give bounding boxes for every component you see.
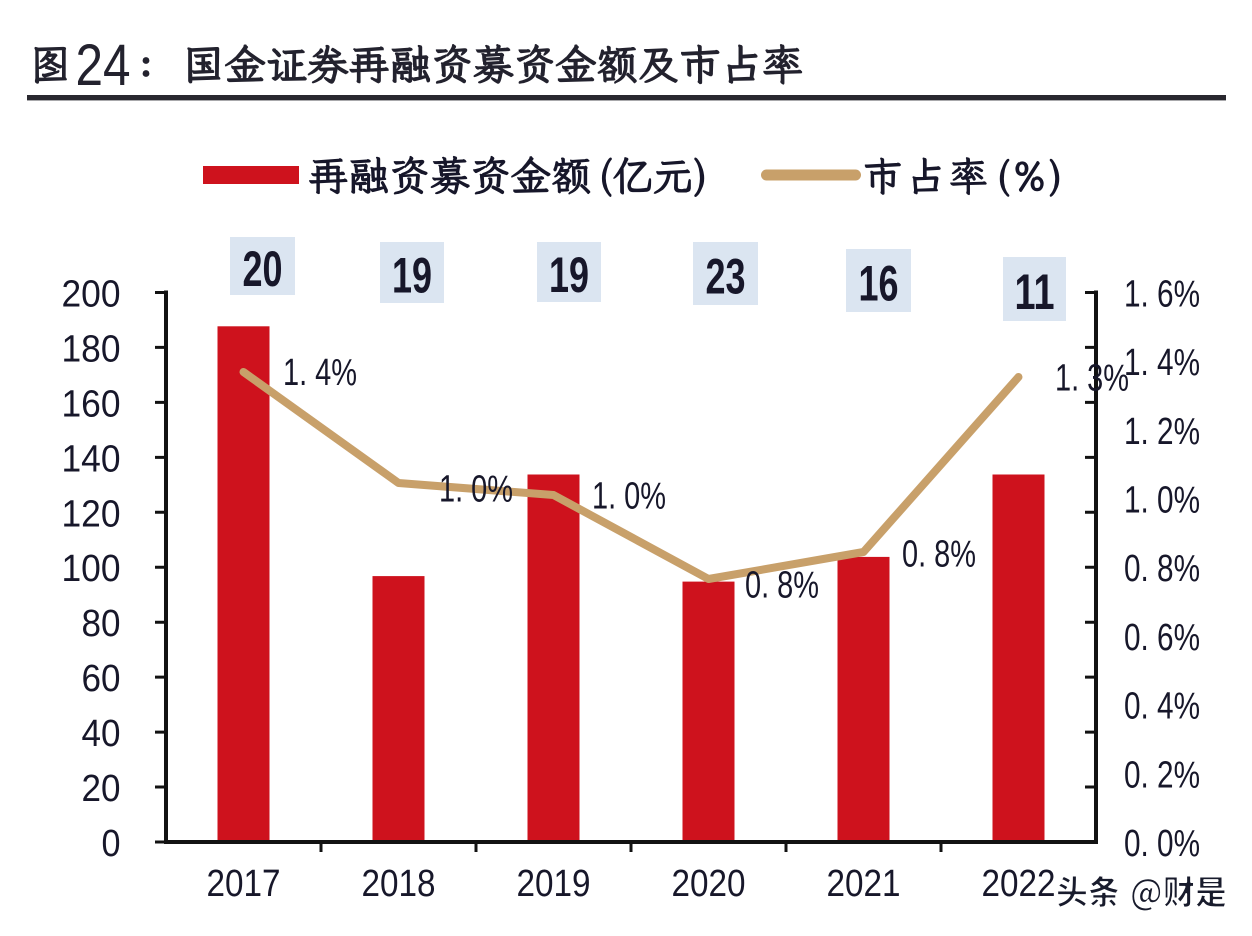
svg-text:0. 0%: 0. 0% bbox=[1124, 823, 1200, 865]
svg-text:0. 8%: 0. 8% bbox=[902, 534, 976, 576]
svg-text:20: 20 bbox=[243, 241, 283, 297]
svg-text:120: 120 bbox=[62, 493, 121, 535]
svg-text:2020: 2020 bbox=[672, 863, 746, 905]
svg-text:140: 140 bbox=[62, 438, 121, 480]
svg-text:160: 160 bbox=[62, 383, 121, 425]
svg-text:0. 8%: 0. 8% bbox=[1124, 548, 1200, 590]
svg-text:2021: 2021 bbox=[827, 863, 901, 905]
svg-text:0: 0 bbox=[102, 823, 121, 865]
svg-text:0. 6%: 0. 6% bbox=[1124, 617, 1200, 659]
svg-text:11: 11 bbox=[1015, 264, 1055, 320]
svg-text:60: 60 bbox=[82, 658, 121, 700]
svg-text:1. 4%: 1. 4% bbox=[283, 352, 357, 394]
svg-text:100: 100 bbox=[62, 548, 121, 590]
svg-text:0. 4%: 0. 4% bbox=[1124, 686, 1200, 728]
svg-text:200: 200 bbox=[62, 274, 121, 316]
svg-text:16: 16 bbox=[859, 256, 899, 312]
svg-text:1. 0%: 1. 0% bbox=[1124, 480, 1200, 522]
svg-text:1. 3%: 1. 3% bbox=[1055, 358, 1129, 400]
svg-text:1. 4%: 1. 4% bbox=[1124, 342, 1200, 384]
svg-text:2018: 2018 bbox=[362, 863, 436, 905]
svg-text:0. 8%: 0. 8% bbox=[745, 565, 819, 607]
svg-text:23: 23 bbox=[706, 249, 746, 305]
svg-text:19: 19 bbox=[392, 248, 432, 304]
svg-text:180: 180 bbox=[62, 328, 121, 370]
svg-text:1. 2%: 1. 2% bbox=[1124, 411, 1200, 453]
svg-text:2017: 2017 bbox=[207, 863, 281, 905]
svg-text:1. 0%: 1. 0% bbox=[439, 469, 513, 511]
svg-text:20: 20 bbox=[82, 768, 121, 810]
svg-text:2019: 2019 bbox=[517, 863, 591, 905]
svg-text:0. 2%: 0. 2% bbox=[1124, 754, 1200, 796]
svg-text:1. 0%: 1. 0% bbox=[592, 476, 666, 518]
svg-text:24: 24 bbox=[76, 33, 131, 98]
svg-text:2022: 2022 bbox=[982, 863, 1056, 905]
svg-text:80: 80 bbox=[82, 603, 121, 645]
svg-text:19: 19 bbox=[549, 247, 589, 303]
svg-text:1. 6%: 1. 6% bbox=[1124, 274, 1200, 316]
svg-text:40: 40 bbox=[82, 713, 121, 755]
